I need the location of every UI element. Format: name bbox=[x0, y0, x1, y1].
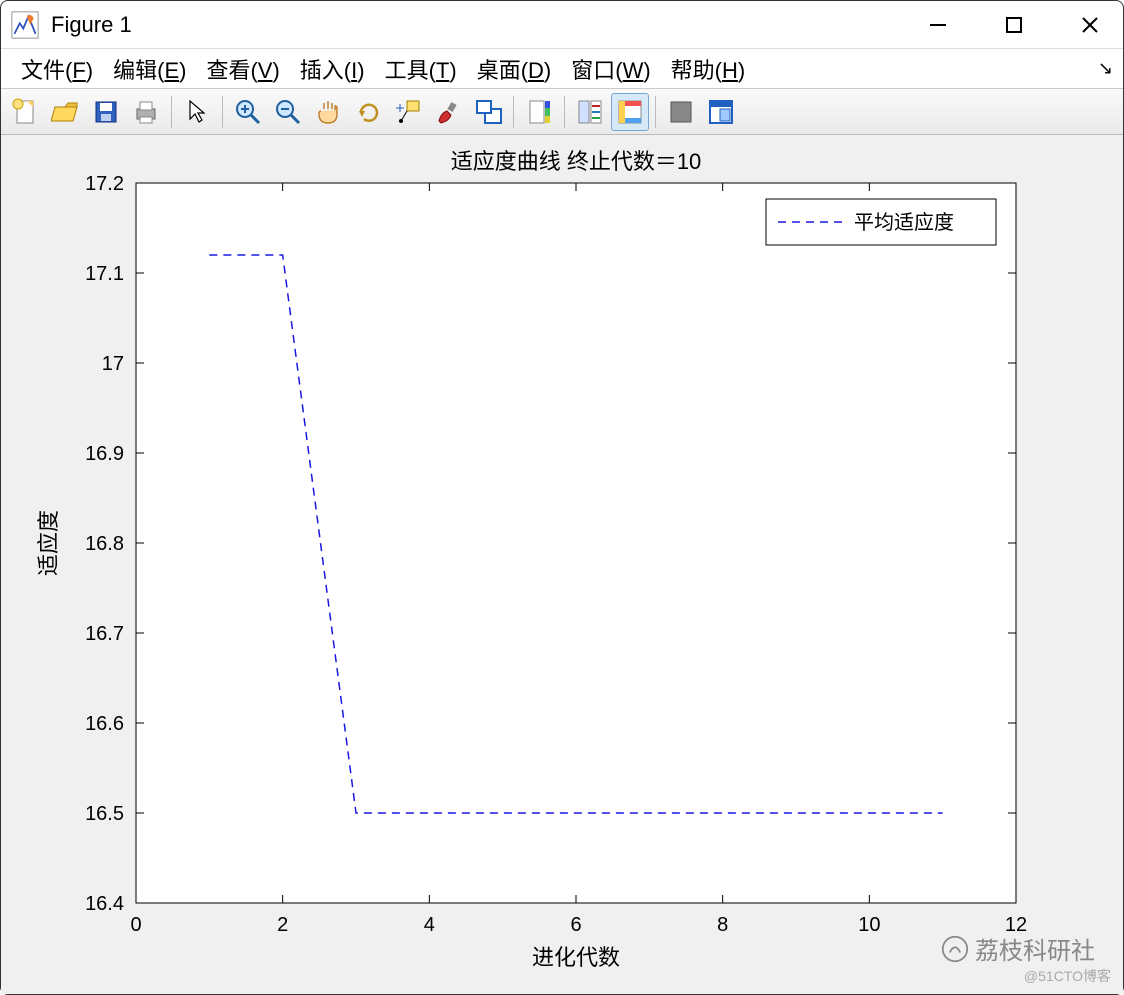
zoom-in-button[interactable] bbox=[229, 93, 267, 131]
pan-icon bbox=[313, 97, 343, 127]
svg-text:0: 0 bbox=[130, 914, 141, 936]
svg-text:16.4: 16.4 bbox=[85, 893, 124, 915]
menu-d[interactable]: 桌面(D) bbox=[469, 49, 560, 89]
svg-text:17: 17 bbox=[102, 353, 124, 375]
svg-text:适应度曲线 终止代数＝10: 适应度曲线 终止代数＝10 bbox=[451, 149, 702, 174]
watermark-big-text: 荔枝科研社 bbox=[975, 931, 1095, 966]
toolbar-separator bbox=[222, 96, 223, 128]
svg-text:17.2: 17.2 bbox=[85, 173, 124, 195]
svg-text:进化代数: 进化代数 bbox=[532, 945, 620, 970]
print-button[interactable] bbox=[127, 93, 165, 131]
menu-t[interactable]: 工具(T) bbox=[377, 49, 465, 89]
svg-text:16.7: 16.7 bbox=[85, 623, 124, 645]
svg-text:8: 8 bbox=[717, 914, 728, 936]
menubar: 文件(F)编辑(E)查看(V)插入(I)工具(T)桌面(D)窗口(W)帮助(H)… bbox=[1, 49, 1123, 89]
legend-icon bbox=[575, 97, 605, 127]
save-icon bbox=[91, 97, 121, 127]
colorbar-button[interactable] bbox=[520, 93, 558, 131]
watermark-big: 荔枝科研社 bbox=[941, 931, 1095, 966]
menu-w[interactable]: 窗口(W) bbox=[563, 49, 658, 89]
menu-f[interactable]: 文件(F) bbox=[13, 49, 101, 89]
pointer-icon bbox=[182, 97, 212, 127]
hide-icon bbox=[666, 97, 696, 127]
brush-icon bbox=[433, 97, 463, 127]
menubar-arrow-icon[interactable]: ↘ bbox=[1098, 58, 1113, 79]
menu-h[interactable]: 帮助(H) bbox=[663, 49, 754, 89]
new-icon bbox=[11, 97, 41, 127]
toolbar-separator bbox=[171, 96, 172, 128]
save-button[interactable] bbox=[87, 93, 125, 131]
menu-e[interactable]: 编辑(E) bbox=[105, 49, 194, 89]
maximize-button[interactable] bbox=[991, 2, 1037, 48]
zoom-out-button[interactable] bbox=[269, 93, 307, 131]
toolbar-separator bbox=[655, 96, 656, 128]
print-icon bbox=[131, 97, 161, 127]
minimize-button[interactable] bbox=[915, 2, 961, 48]
data-cursor-button[interactable] bbox=[389, 93, 427, 131]
dock-button[interactable] bbox=[702, 93, 740, 131]
toolbar-separator bbox=[564, 96, 565, 128]
menu-v[interactable]: 查看(V) bbox=[198, 49, 287, 89]
brush-button[interactable] bbox=[429, 93, 467, 131]
window-controls bbox=[915, 2, 1113, 48]
svg-text:16.5: 16.5 bbox=[85, 803, 124, 825]
new-button[interactable] bbox=[7, 93, 45, 131]
zoom-in-icon bbox=[233, 97, 263, 127]
pointer-button[interactable] bbox=[178, 93, 216, 131]
svg-text:4: 4 bbox=[424, 914, 435, 936]
fitness-line-chart: 02468101216.416.516.616.716.816.91717.11… bbox=[1, 135, 1123, 994]
svg-text:适应度: 适应度 bbox=[36, 510, 61, 576]
rotate-icon bbox=[353, 97, 383, 127]
hide-button[interactable] bbox=[662, 93, 700, 131]
window-title: Figure 1 bbox=[51, 12, 915, 38]
colorbar-icon bbox=[524, 97, 554, 127]
legend-button[interactable] bbox=[571, 93, 609, 131]
rotate-button[interactable] bbox=[349, 93, 387, 131]
plot-area: 02468101216.416.516.616.716.816.91717.11… bbox=[1, 135, 1123, 994]
dock-icon bbox=[706, 97, 736, 127]
data-cursor-icon bbox=[393, 97, 423, 127]
svg-text:17.1: 17.1 bbox=[85, 263, 124, 285]
toolbar-separator bbox=[513, 96, 514, 128]
link-button[interactable] bbox=[469, 93, 507, 131]
svg-text:平均适应度: 平均适应度 bbox=[854, 211, 954, 234]
open-icon bbox=[51, 97, 81, 127]
link-icon bbox=[473, 97, 503, 127]
plot-tools-icon bbox=[615, 97, 645, 127]
plot-tools-button[interactable] bbox=[611, 93, 649, 131]
zoom-out-icon bbox=[273, 97, 303, 127]
titlebar: Figure 1 bbox=[1, 1, 1123, 49]
matlab-figure-icon bbox=[11, 11, 39, 39]
toolbar bbox=[1, 89, 1123, 135]
close-button[interactable] bbox=[1067, 2, 1113, 48]
menu-i[interactable]: 插入(I) bbox=[292, 49, 373, 89]
svg-text:16.6: 16.6 bbox=[85, 713, 124, 735]
watermark-small: @51CTO博客 bbox=[1024, 966, 1111, 986]
svg-text:6: 6 bbox=[570, 914, 581, 936]
pan-button[interactable] bbox=[309, 93, 347, 131]
svg-text:16.9: 16.9 bbox=[85, 443, 124, 465]
figure-window: Figure 1 文件(F)编辑(E)查看(V)插入(I)工具(T)桌面(D)窗… bbox=[0, 0, 1124, 995]
open-button[interactable] bbox=[47, 93, 85, 131]
svg-text:10: 10 bbox=[858, 914, 880, 936]
svg-text:16.8: 16.8 bbox=[85, 533, 124, 555]
svg-text:2: 2 bbox=[277, 914, 288, 936]
